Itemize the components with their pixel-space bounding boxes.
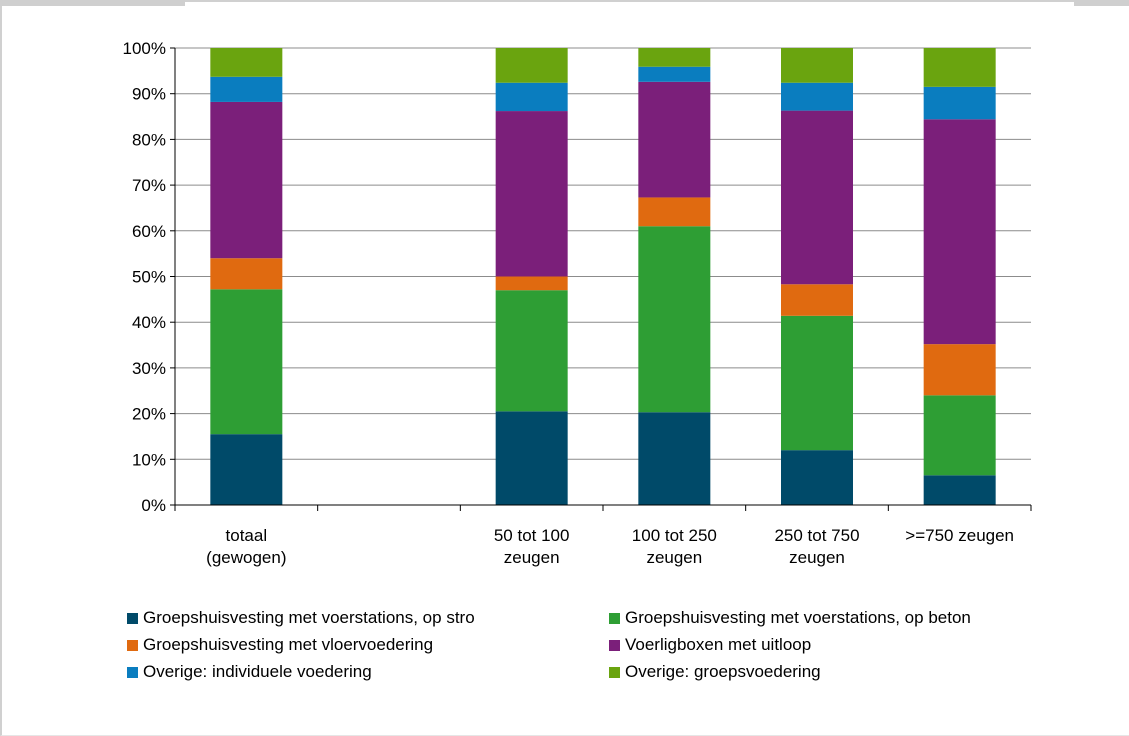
bar-segment	[495, 276, 568, 291]
x-category-label: (gewogen)	[206, 548, 286, 567]
chart-legend: Groepshuisvesting met voerstations, op s…	[127, 607, 1087, 683]
y-tick-label: 40%	[132, 313, 166, 332]
x-category-label: 100 tot 250	[632, 526, 717, 545]
legend-item: Overige: individuele voedering	[127, 661, 609, 683]
legend-swatch	[127, 639, 138, 651]
y-tick-label: 30%	[132, 359, 166, 378]
bar-segment	[923, 475, 996, 505]
top-border-left	[0, 0, 185, 6]
legend-item: Groepshuisvesting met voerstations, op b…	[609, 607, 1087, 629]
bar-segment	[781, 284, 853, 316]
x-category-label: zeugen	[504, 548, 560, 567]
bar-segment	[781, 315, 853, 451]
bar-segment	[638, 81, 711, 198]
legend-label: Groepshuisvesting met vloervoedering	[143, 635, 434, 654]
y-tick-label: 20%	[132, 405, 166, 424]
legend-swatch	[127, 612, 138, 624]
y-tick-label: 50%	[132, 268, 166, 287]
y-tick-label: 100%	[123, 39, 166, 58]
legend-item: Voerligboxen met uitloop	[609, 634, 1087, 656]
bar-segment	[210, 289, 283, 435]
y-tick-label: 60%	[132, 222, 166, 241]
bar-segment	[210, 76, 283, 102]
bar-segment	[781, 82, 853, 111]
bar-segment	[781, 110, 853, 285]
legend-swatch	[127, 666, 138, 678]
bar-segment	[495, 411, 568, 505]
bar-segment	[923, 86, 996, 120]
bar-segment	[638, 48, 711, 67]
legend-label: Groepshuisvesting met voerstations, op b…	[625, 608, 971, 627]
bar-segment	[210, 434, 283, 505]
legend-label: Overige: individuele voedering	[143, 662, 372, 681]
x-category-label: >=750 zeugen	[905, 526, 1014, 545]
y-tick-label: 90%	[132, 85, 166, 104]
bar-segment	[495, 290, 568, 412]
legend-label: Voerligboxen met uitloop	[625, 635, 812, 654]
top-border-right	[1074, 0, 1129, 6]
bar-segment	[495, 82, 568, 112]
bar-segment	[638, 197, 711, 227]
legend-item: Groepshuisvesting met vloervoedering	[127, 634, 609, 656]
legend-swatch	[609, 612, 620, 624]
legend-swatch	[609, 666, 620, 678]
stacked-bar-chart: 0% 10% 20% 30% 40% 50% 60% 70% 80% 90% 100% totaal (…	[123, 39, 1032, 567]
y-tick-label: 80%	[132, 130, 166, 149]
bar-segment	[210, 101, 283, 259]
x-category-label: 50 tot 100	[494, 526, 570, 545]
bar-segment	[781, 48, 853, 83]
legend-swatch	[609, 639, 620, 651]
bar-segment	[495, 48, 568, 83]
bar-segment	[923, 119, 996, 345]
legend-item: Overige: groepsvoedering	[609, 661, 1087, 683]
bar-segment	[638, 226, 711, 413]
bar-segment	[923, 395, 996, 476]
bar-segment	[781, 450, 853, 505]
bar-segment	[210, 258, 283, 290]
y-tick-label: 0%	[141, 496, 166, 515]
bar-segment	[210, 48, 283, 77]
y-tick-label: 10%	[132, 450, 166, 469]
bar-segment	[638, 412, 711, 505]
legend-label: Overige: groepsvoedering	[625, 662, 821, 681]
bar-segment	[923, 344, 996, 396]
x-category-label: zeugen	[789, 548, 845, 567]
x-category-label: totaal	[226, 526, 268, 545]
legend-item: Groepshuisvesting met voerstations, op s…	[127, 607, 609, 629]
x-category-label: 250 tot 750	[774, 526, 859, 545]
bar-segment	[923, 48, 996, 87]
x-category-label: zeugen	[646, 548, 702, 567]
bar-segment	[638, 66, 711, 82]
legend-label: Groepshuisvesting met voerstations, op s…	[143, 608, 475, 627]
bar-segment	[495, 111, 568, 277]
y-tick-label: 70%	[132, 176, 166, 195]
